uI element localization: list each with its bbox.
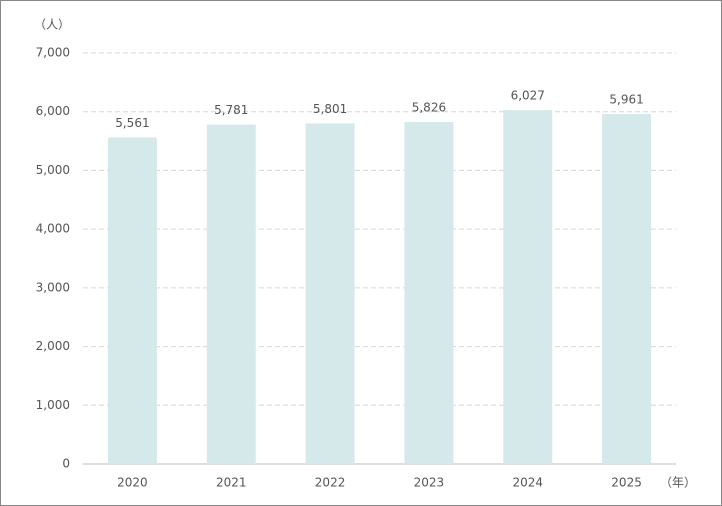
y-tick-label: 7,000 [36,46,70,60]
bar [602,114,652,464]
data-label: 5,561 [115,116,149,130]
x-tick-label: 2022 [315,476,346,490]
y-tick-label: 3,000 [36,280,70,294]
y-tick-label: 5,000 [36,163,70,177]
bar [305,123,355,464]
x-tick-label: 2023 [414,476,445,490]
x-tick-label: 2024 [512,476,543,490]
y-tick-label: 1,000 [36,398,70,412]
data-label: 6,027 [511,89,545,103]
x-tick-label: 2020 [117,476,148,490]
y-tick-label: 4,000 [36,222,70,236]
data-label: 5,826 [412,100,446,114]
y-tick-label: 2,000 [36,339,70,353]
y-tick-label: 0 [62,457,70,471]
y-unit-label: （人） [34,18,70,32]
x-tick-label: 2021 [216,476,247,490]
bar [404,121,454,464]
bar [107,137,157,464]
data-label: 5,801 [313,102,347,116]
x-tick-label: 2025 [611,476,642,490]
bar [503,110,553,464]
x-unit-label: （年） [660,476,696,490]
data-label: 5,781 [214,103,248,117]
y-tick-label: 6,000 [36,104,70,118]
data-label: 5,961 [609,93,643,107]
bar [206,124,256,464]
